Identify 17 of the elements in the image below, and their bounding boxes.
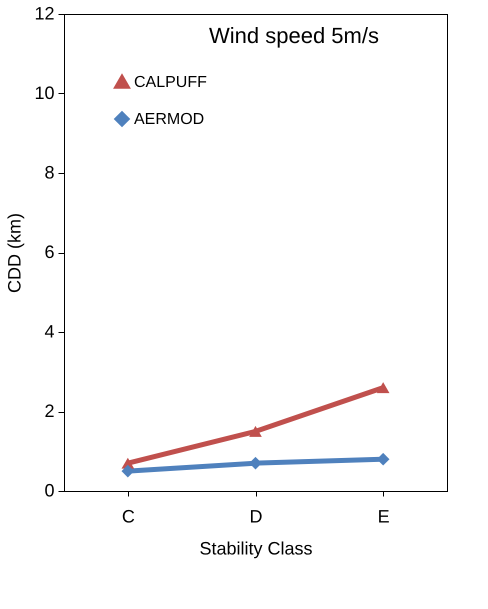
legend-label: CALPUFF — [134, 74, 208, 91]
x-axis-title: Stability Class — [199, 538, 313, 558]
y-tick-label: 12 — [34, 4, 54, 24]
y-tick-label: 8 — [44, 162, 54, 182]
x-tick-label: C — [122, 506, 135, 526]
legend-label: AERMOD — [134, 111, 204, 128]
y-axis-title: CDD (km) — [4, 213, 24, 293]
y-tick-label: 10 — [34, 83, 54, 103]
y-tick-label: 0 — [44, 480, 54, 500]
x-tick-label: D — [250, 506, 262, 526]
y-tick-label: 4 — [44, 322, 54, 342]
x-tick-label: E — [378, 506, 390, 526]
point — [376, 382, 390, 394]
chart-title: Wind speed 5m/s — [209, 23, 379, 48]
y-tick-label: 6 — [44, 242, 54, 262]
y-tick-label: 2 — [44, 401, 54, 421]
point — [249, 426, 262, 437]
